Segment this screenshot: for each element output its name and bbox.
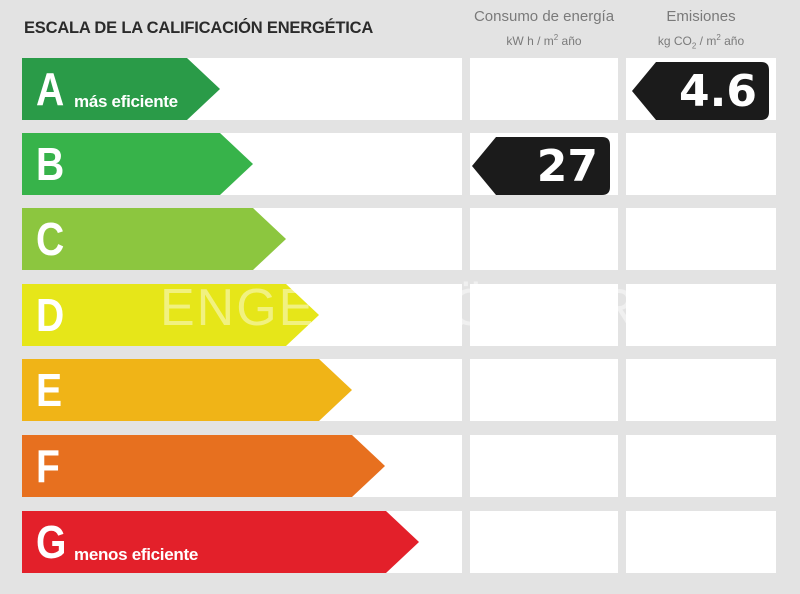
emisiones-value-badge: 4.6 — [632, 62, 769, 120]
rating-letter: A — [36, 63, 65, 115]
consumo-value: 27 — [536, 141, 598, 192]
rating-letter: D — [36, 289, 65, 341]
rating-arrow-d: D — [22, 284, 319, 346]
rating-row-c: C — [0, 208, 800, 270]
consumo-cell — [470, 359, 618, 421]
rating-letter: B — [36, 138, 65, 190]
consumo-value-badge: 27 — [472, 137, 610, 195]
watermark: ENGEL & VÖLKERS — [160, 279, 674, 337]
rating-letter: C — [36, 213, 65, 265]
rating-row-d: D — [0, 284, 800, 346]
consumo-unit: kW h / m2 año — [506, 33, 582, 48]
emisiones-cell — [626, 435, 776, 497]
emisiones-cell — [626, 359, 776, 421]
rating-row-e: E — [0, 359, 800, 421]
emisiones-value: 4.6 — [679, 66, 757, 117]
rating-arrow-b: B — [22, 133, 253, 195]
rating-letter: G — [36, 516, 67, 568]
emisiones-unit: kg CO2 / m2 año — [657, 33, 745, 51]
consumo-cell — [470, 208, 618, 270]
watermark-overlay: habitaclia — [335, 300, 465, 331]
consumo-cell — [470, 435, 618, 497]
consumo-cell — [470, 511, 618, 573]
rating-letter: E — [36, 364, 63, 416]
emisiones-cell — [626, 133, 776, 195]
rating-letter: F — [36, 440, 60, 492]
emisiones-cell — [626, 511, 776, 573]
emisiones-header: Emisiones kg CO2 / m2 año — [626, 8, 776, 54]
emisiones-cell — [626, 208, 776, 270]
page-title: ESCALA DE LA CALIFICACIÓN ENERGÉTICA — [24, 19, 374, 37]
consumo-cell — [470, 58, 618, 120]
rating-sublabel: más eficiente — [74, 92, 178, 111]
rating-arrow-e: E — [22, 359, 352, 421]
rating-row-b: B 27 — [0, 133, 800, 195]
rating-arrow-f: F — [22, 435, 385, 497]
consumo-cell — [470, 284, 618, 346]
emisiones-cell — [626, 284, 776, 346]
rating-sublabel: menos eficiente — [74, 545, 198, 564]
rating-row-f: F — [0, 435, 800, 497]
consumo-header: Consumo de energía kW h / m2 año — [470, 8, 618, 49]
rating-arrow-c: C — [22, 208, 286, 270]
consumo-title: Consumo de energía — [473, 8, 615, 25]
emisiones-title: Emisiones — [666, 8, 736, 25]
